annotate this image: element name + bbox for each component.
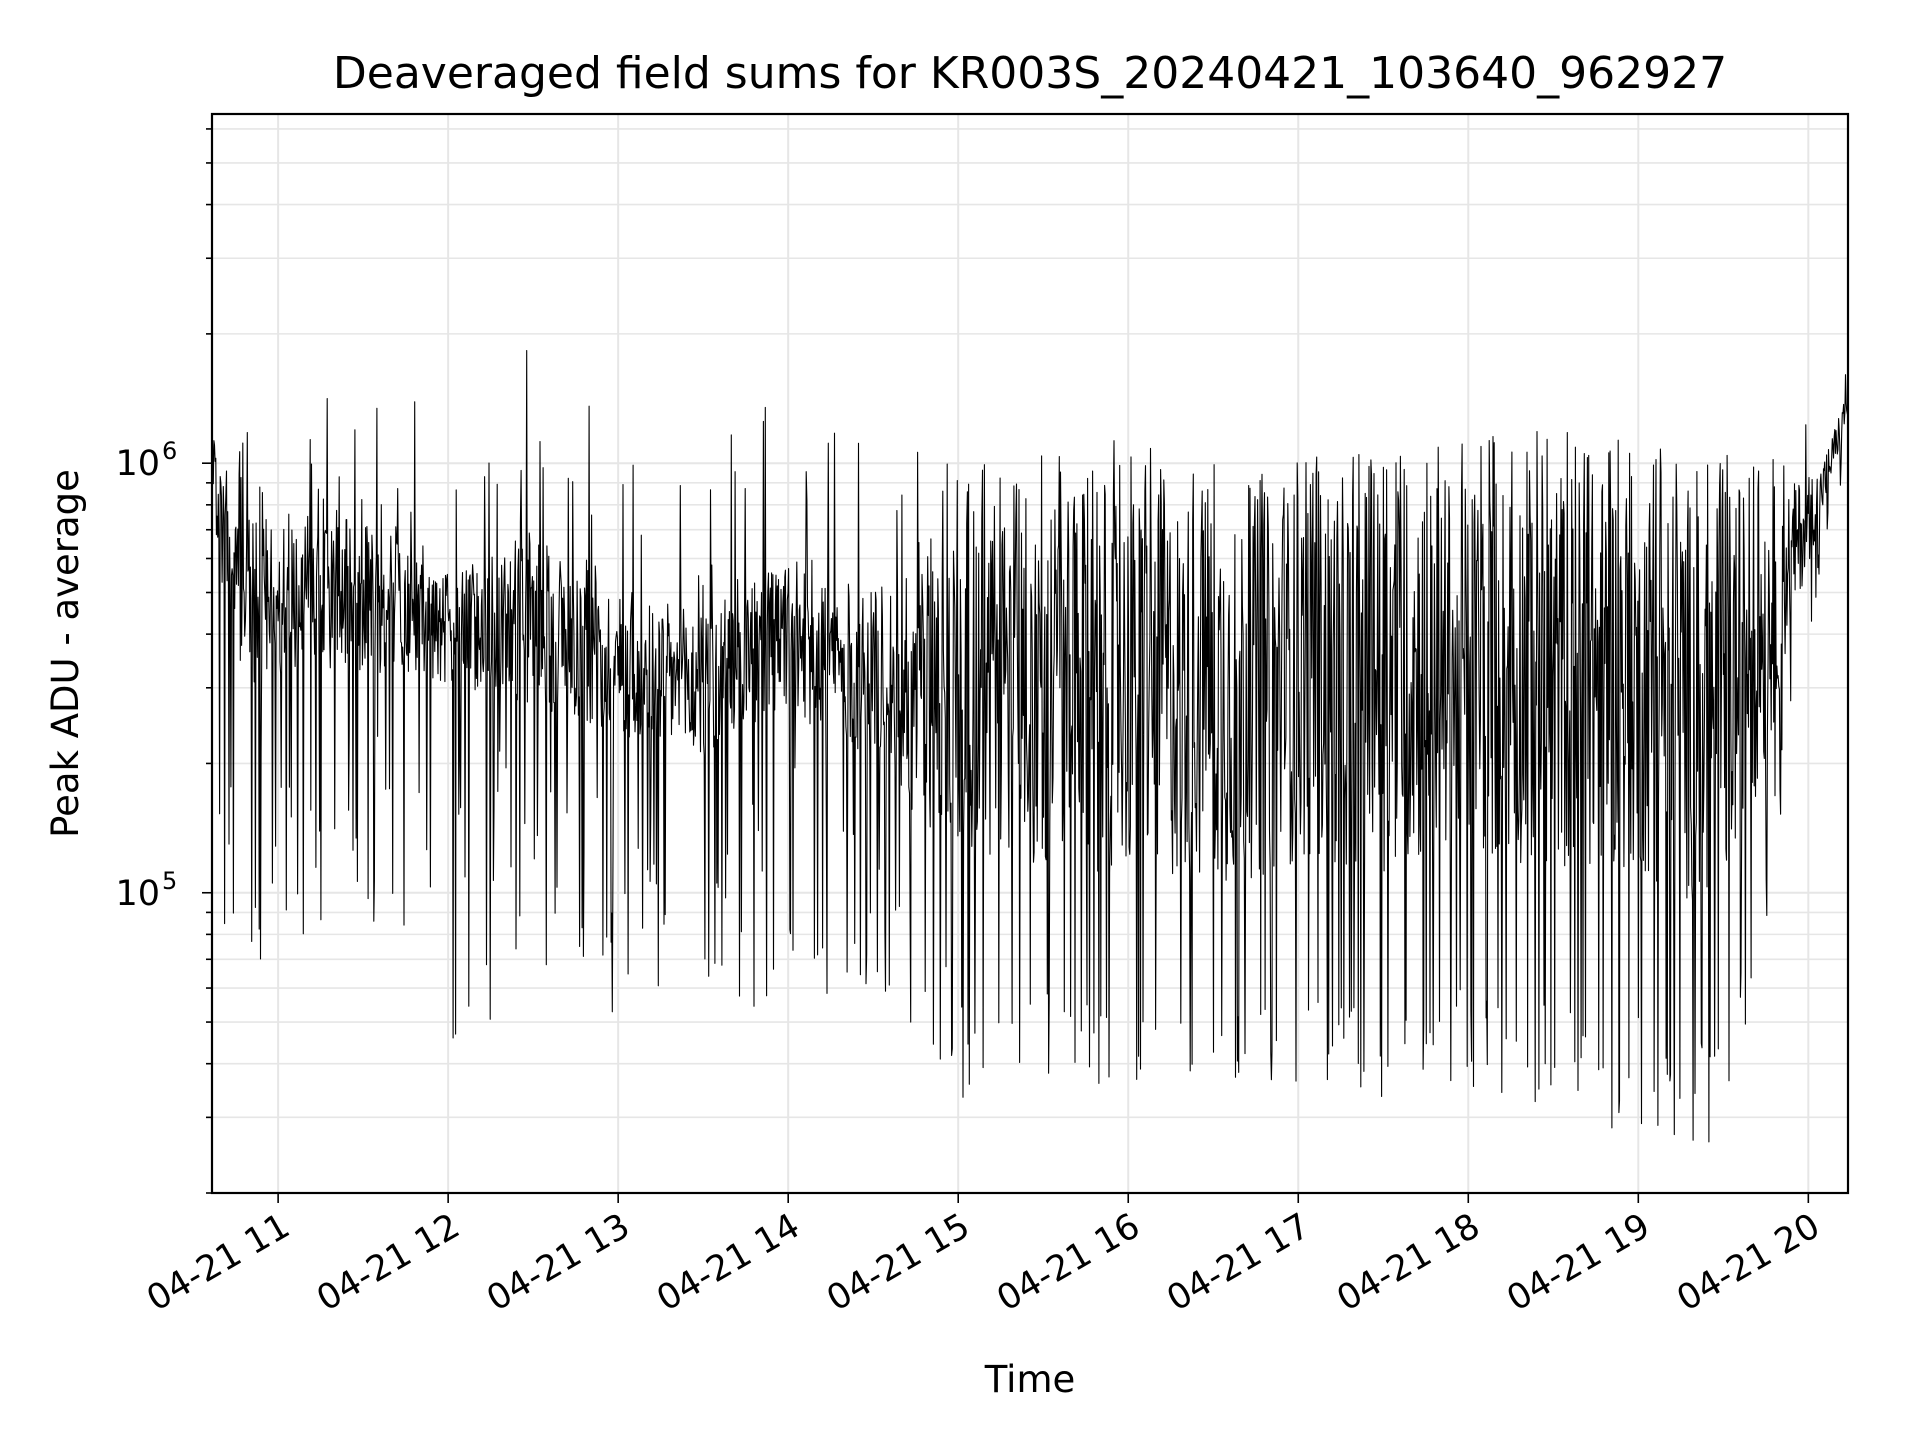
series-line: [211, 349, 1849, 1143]
y-tick-exponent: 6: [162, 437, 177, 465]
chart-title: Deaveraged field sums for KR003S_2024042…: [333, 48, 1727, 99]
x-axis-label: Time: [984, 1358, 1076, 1401]
y-tick-exponent: 5: [162, 867, 177, 895]
y-tick-label: 10: [115, 444, 160, 484]
series-trace: [211, 349, 1849, 1143]
plot-frame: [210, 112, 1850, 1195]
y-tick-label: 10: [115, 874, 160, 914]
y-axis-label: Peak ADU - average: [44, 469, 87, 838]
